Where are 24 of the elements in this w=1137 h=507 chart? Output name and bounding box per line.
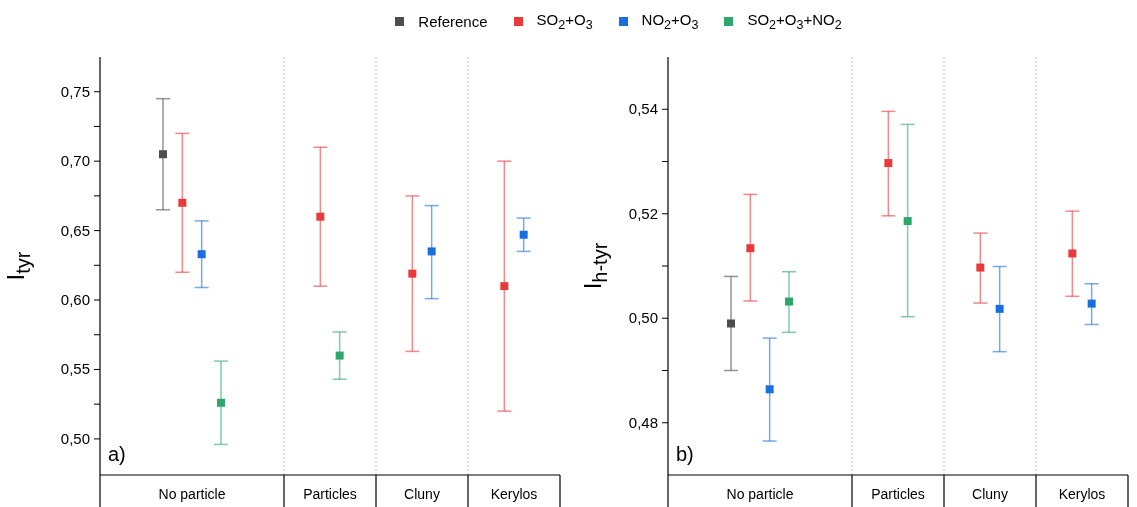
y-tick-label: 0,70	[60, 152, 90, 170]
y-tick-label: 0,75	[60, 82, 90, 100]
x-tick-label: No particle	[158, 486, 226, 502]
x-tick-label: No particle	[726, 486, 794, 502]
x-tick-label: Kerylos	[1058, 486, 1106, 502]
y-tick-label: 0,48	[628, 413, 658, 431]
legend-label: SO$_{2}$+O$_{3}$	[536, 10, 593, 32]
annotation: b)	[676, 443, 694, 466]
y-tick-label: 0,54	[628, 100, 658, 118]
x-tick-label: Cluny	[404, 486, 440, 502]
legend-label: SO$_{2}$+O$_{3}$+NO$_{2}$	[747, 10, 842, 32]
y-tick-label: 0,52	[628, 204, 658, 222]
x-tick-label: Particles	[303, 486, 357, 502]
x-tick-label: Kerylos	[490, 486, 538, 502]
y-tick-label: 0,65	[60, 221, 90, 239]
y-tick-label: 0,55	[60, 360, 90, 378]
x-tick-label: Cluny	[972, 486, 1008, 502]
y-tick-label: 0,60	[60, 291, 90, 309]
legend-label: NO$_{2}$+O$_{3}$	[641, 10, 699, 32]
x-tick-label: Particles	[871, 486, 925, 502]
annotation: a)	[108, 443, 126, 466]
y-tick-label: 0,50	[628, 309, 658, 327]
y-tick-label: 0,50	[60, 429, 90, 447]
legend-label: Reference	[418, 12, 488, 30]
